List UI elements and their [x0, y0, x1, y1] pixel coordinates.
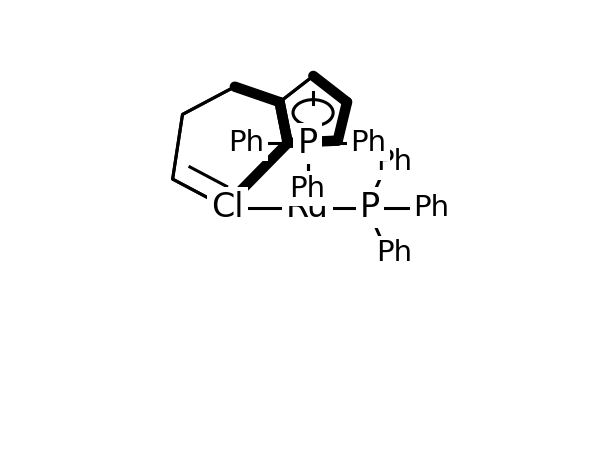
- Text: Ru: Ru: [286, 191, 329, 224]
- Text: Ph: Ph: [289, 175, 326, 202]
- Text: Ph: Ph: [376, 239, 412, 267]
- Text: P: P: [360, 191, 380, 224]
- Text: Ph: Ph: [229, 129, 265, 157]
- Text: Ph: Ph: [350, 129, 386, 157]
- Text: Ph: Ph: [413, 194, 449, 222]
- Text: P: P: [298, 127, 317, 160]
- Text: Ph: Ph: [376, 149, 412, 177]
- Text: Cl: Cl: [211, 191, 244, 224]
